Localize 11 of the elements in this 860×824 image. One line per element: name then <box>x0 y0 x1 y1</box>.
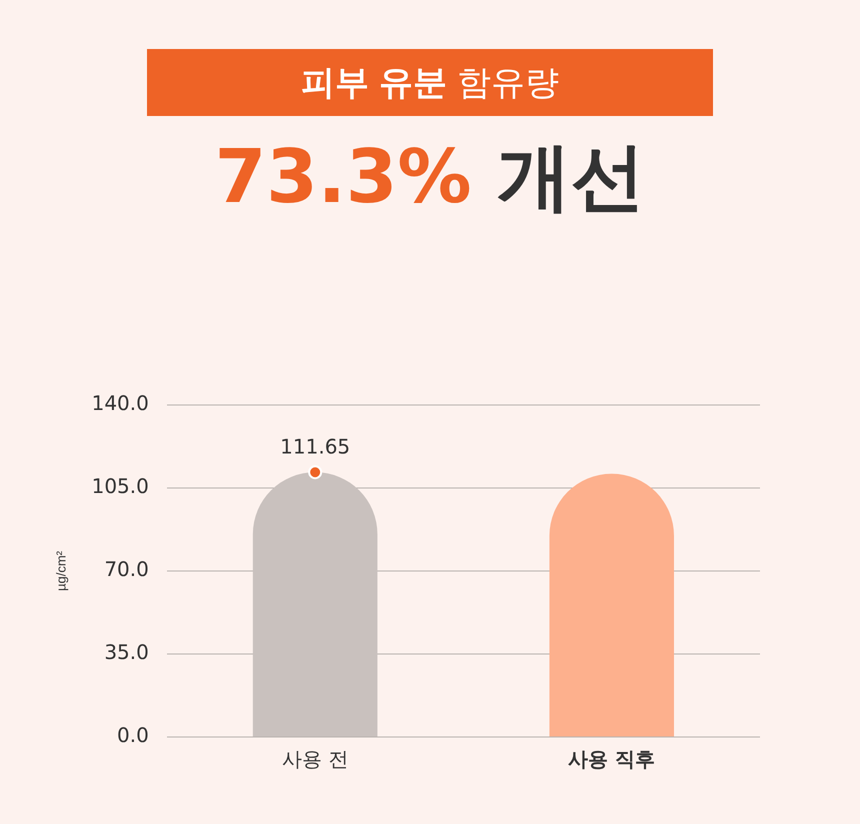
x-tick-label: 사용 전 <box>282 747 348 772</box>
y-axis-title: µg/cm² <box>53 550 68 591</box>
chart-title: 피부 유분 함유량 <box>301 62 559 104</box>
x-tick-label: 사용 직후 <box>568 747 656 772</box>
y-tick-label: 140.0 <box>92 391 149 416</box>
y-tick-label: 70.0 <box>104 557 149 582</box>
data-label: 111.65 <box>280 434 350 458</box>
y-tick-label: 35.0 <box>104 640 149 664</box>
y-tick-label: 0.0 <box>117 723 149 748</box>
chart-subtitle: 73.3% 개선 <box>214 134 646 220</box>
y-tick-label: 105.0 <box>92 474 149 498</box>
